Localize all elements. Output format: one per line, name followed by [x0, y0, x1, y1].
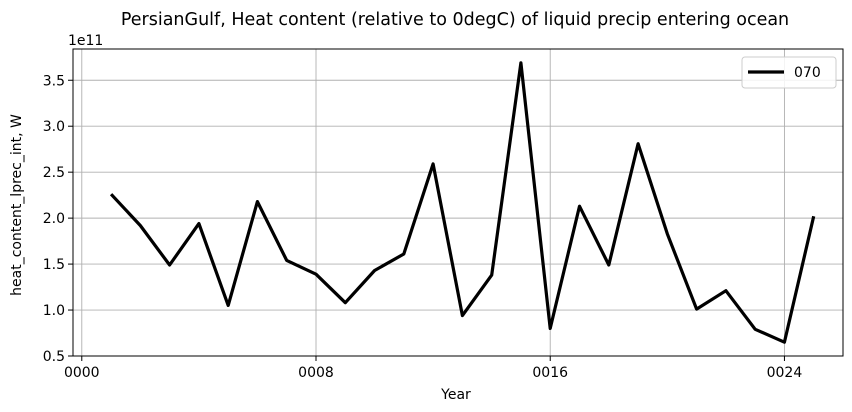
x-axis-label: Year	[440, 387, 471, 403]
y-tick-label: 1.5	[43, 257, 65, 273]
x-tick-label: 0016	[532, 365, 568, 381]
legend-label-070: 070	[794, 65, 821, 81]
x-tick-label: 0008	[298, 365, 334, 381]
axis-layer: 0000 0008 0016 0024 0.5 1.0 1.5 2.0 2.5 3.0 3.5	[43, 48, 844, 381]
plot-frame	[72, 48, 844, 357]
y-offset-label: 1e11	[68, 33, 103, 49]
y-axis-label: heat_content_lprec_int, W	[9, 114, 25, 296]
y-tick-label: 3.0	[43, 119, 65, 135]
y-tick-label: 0.5	[43, 349, 65, 365]
x-tick-label: 0000	[64, 365, 100, 381]
x-tick-label: 0024	[767, 365, 803, 381]
y-tick-label: 3.5	[43, 73, 65, 89]
series-line-070	[109, 61, 816, 344]
chart-title: PersianGulf, Heat content (relative to 0…	[121, 10, 789, 30]
legend-frame	[741, 56, 837, 89]
legend: 070	[741, 56, 837, 89]
y-tick-label: 2.5	[43, 165, 65, 181]
y-tick-label: 1.0	[43, 303, 65, 319]
y-tick-label: 2.0	[43, 211, 65, 227]
series-layer	[109, 61, 816, 344]
grid-layer	[73, 49, 843, 357]
